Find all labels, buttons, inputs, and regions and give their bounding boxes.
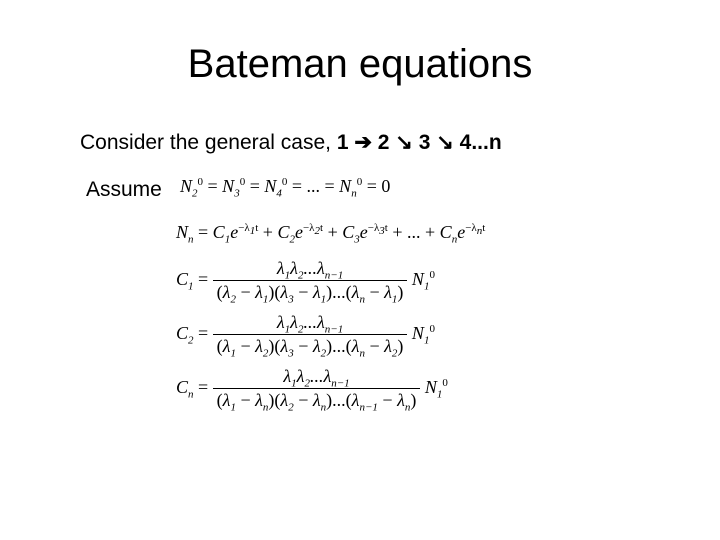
- c1-lhs: C1 =: [176, 269, 213, 289]
- c1-rhs: N10: [407, 269, 435, 289]
- cn-numerator: λ1λ2...λn−1: [213, 366, 421, 388]
- consider-line: Consider the general case, 1 ➔ 2 ↘ 3 ↘ 4…: [80, 130, 502, 155]
- c1-equation: C1 = λ1λ2...λn−1(λ2 − λ1)(λ3 − λ1)...(λn…: [176, 258, 435, 303]
- consider-prefix: Consider the general case,: [80, 131, 337, 154]
- cn-lhs: Cn =: [176, 377, 213, 397]
- c1-denominator: (λ2 − λ1)(λ3 − λ1)...(λn − λ1): [213, 280, 408, 303]
- cn-denominator: (λ1 − λn)(λ2 − λn)...(λn−1 − λn): [213, 388, 421, 411]
- consider-chain: 1 ➔ 2 ↘ 3 ↘ 4...n: [337, 131, 502, 154]
- c1-numerator: λ1λ2...λn−1: [213, 258, 408, 280]
- c2-lhs: C2 =: [176, 323, 213, 343]
- c2-fraction: λ1λ2...λn−1(λ1 − λ2)(λ3 − λ2)...(λn − λ2…: [213, 312, 408, 357]
- cn-fraction: λ1λ2...λn−1(λ1 − λn)(λ2 − λn)...(λn−1 − …: [213, 366, 421, 411]
- c2-equation: C2 = λ1λ2...λn−1(λ1 − λ2)(λ3 − λ2)...(λn…: [176, 312, 435, 357]
- cn-rhs: N10: [420, 377, 448, 397]
- c2-denominator: (λ1 − λ2)(λ3 − λ2)...(λn − λ2): [213, 334, 408, 357]
- assume-label: Assume: [86, 178, 162, 202]
- slide-title: Bateman equations: [0, 42, 720, 87]
- c2-numerator: λ1λ2...λn−1: [213, 312, 408, 334]
- c2-rhs: N10: [407, 323, 435, 343]
- c1-fraction: λ1λ2...λn−1(λ2 − λ1)(λ3 − λ1)...(λn − λ1…: [213, 258, 408, 303]
- nn-equation: Nn = C1e−λ1t + C2e−λ2t + C3e−λ3t + ... +…: [176, 222, 485, 243]
- cn-equation: Cn = λ1λ2...λn−1(λ1 − λn)(λ2 − λn)...(λn…: [176, 366, 448, 411]
- slide: Bateman equations Consider the general c…: [0, 0, 720, 540]
- assume-equation: N20 = N30 = N40 = ... = Nn0 = 0: [180, 176, 390, 197]
